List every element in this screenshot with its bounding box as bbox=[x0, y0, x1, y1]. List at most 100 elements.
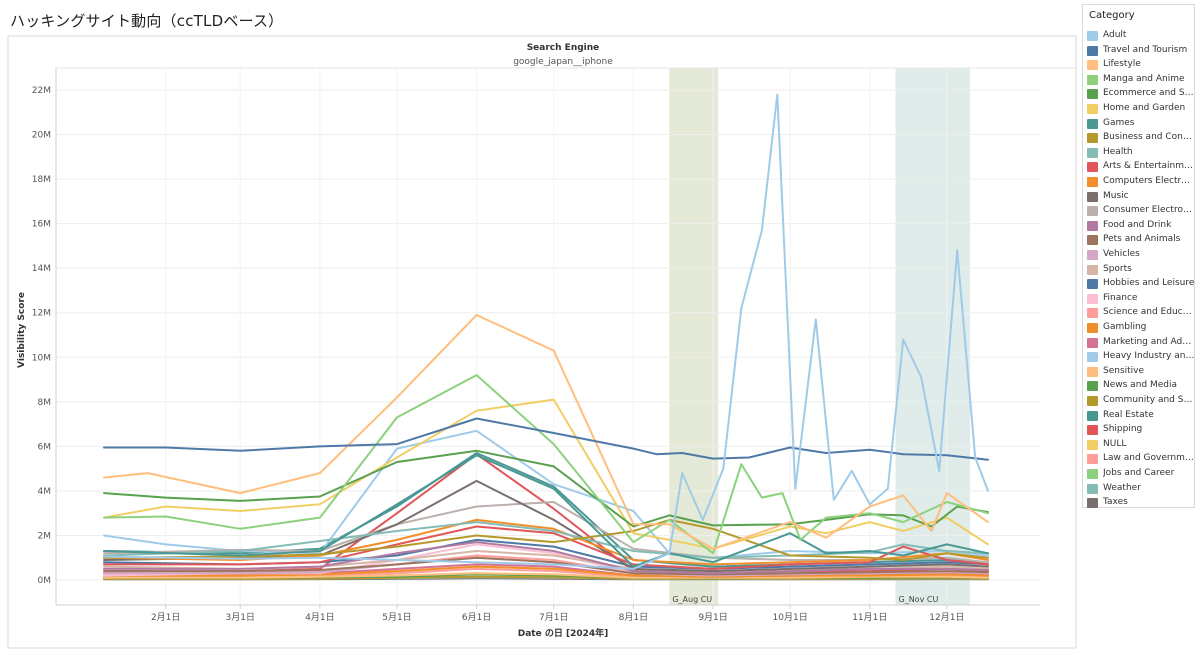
legend-item[interactable]: Vehicles bbox=[1087, 248, 1195, 262]
x-tick-label: 9月1日 bbox=[698, 612, 727, 623]
x-tick-label: 4月1日 bbox=[305, 612, 334, 623]
legend-swatch bbox=[1087, 45, 1098, 56]
legend-swatch bbox=[1087, 425, 1098, 436]
legend-item[interactable]: NULL bbox=[1087, 438, 1195, 452]
series-line-sensitive bbox=[103, 572, 989, 579]
series-line-pets-and-animals bbox=[103, 556, 989, 576]
x-tick-label: 6月1日 bbox=[462, 612, 491, 623]
legend-item[interactable]: Community and Soci.. bbox=[1087, 394, 1195, 408]
legend-label: Pets and Animals bbox=[1103, 234, 1181, 245]
legend-swatch bbox=[1087, 498, 1098, 509]
legend-item[interactable]: Food and Drink bbox=[1087, 219, 1195, 233]
legend-swatch bbox=[1087, 31, 1098, 41]
legend-label: Ecommerce and Sho.. bbox=[1103, 88, 1195, 99]
x-tick-label: 10月1日 bbox=[773, 612, 808, 623]
legend-label: Manga and Anime bbox=[1103, 73, 1185, 84]
legend-swatch bbox=[1087, 162, 1098, 173]
legend-label: Home and Garden bbox=[1103, 103, 1186, 113]
panel-header: Search Engine bbox=[527, 43, 600, 53]
legend-item[interactable]: Gambling bbox=[1087, 321, 1195, 335]
x-tick-label: 11月1日 bbox=[852, 612, 887, 623]
page-title: ハッキングサイト動向（ccTLDベース） bbox=[10, 12, 284, 30]
legend-swatch bbox=[1087, 410, 1098, 421]
legend-item[interactable]: Home and Garden bbox=[1087, 102, 1195, 116]
legend-item[interactable]: Real Estate bbox=[1087, 409, 1195, 423]
y-tick-label: 12M bbox=[32, 309, 51, 319]
y-tick-label: 14M bbox=[32, 264, 51, 274]
legend-label: Food and Drink bbox=[1103, 219, 1172, 230]
legend-label: Shipping bbox=[1103, 424, 1143, 435]
legend-swatch bbox=[1087, 454, 1098, 465]
y-tick-label: 10M bbox=[32, 353, 51, 363]
legend-item[interactable]: Games bbox=[1087, 117, 1195, 131]
series-line-arts-entertainment bbox=[103, 525, 989, 570]
legend-item[interactable]: Pets and Animals bbox=[1087, 233, 1195, 247]
legend-swatch bbox=[1087, 396, 1098, 406]
legend-title: Category bbox=[1089, 10, 1135, 21]
legend-label: Real Estate bbox=[1103, 409, 1154, 420]
legend-item[interactable]: Weather bbox=[1087, 482, 1195, 496]
legend-label: Computers Electroni.. bbox=[1103, 176, 1195, 186]
legend-swatch bbox=[1087, 118, 1098, 129]
legend-label: Science and Education bbox=[1103, 307, 1195, 318]
legend-item[interactable]: Computers Electroni.. bbox=[1087, 175, 1195, 189]
legend-item[interactable]: Jobs and Career bbox=[1087, 467, 1195, 481]
legend-swatch bbox=[1087, 366, 1098, 377]
legend-item[interactable]: Shipping bbox=[1087, 423, 1195, 437]
series-lines bbox=[103, 93, 989, 581]
legend-label: Jobs and Career bbox=[1103, 468, 1175, 478]
series-line-lifestyle bbox=[103, 314, 989, 550]
grid-lines bbox=[56, 68, 1040, 605]
legend-label: Community and Soci.. bbox=[1103, 395, 1195, 405]
legend-item[interactable]: Adult bbox=[1087, 29, 1195, 43]
x-tick-label: 7月1日 bbox=[539, 612, 568, 623]
legend-swatch bbox=[1087, 133, 1098, 144]
legend-item[interactable]: Consumer Electronics bbox=[1087, 204, 1195, 218]
update-band-label: G_Aug CU bbox=[672, 595, 712, 604]
legend-item[interactable]: Taxes bbox=[1087, 496, 1195, 510]
legend-item[interactable]: Heavy Industry and .. bbox=[1087, 350, 1195, 364]
legend-item[interactable]: Lifestyle bbox=[1087, 58, 1195, 72]
legend-item[interactable]: Science and Education bbox=[1087, 306, 1195, 320]
legend-swatch bbox=[1087, 381, 1098, 392]
legend-item[interactable]: Law and Government bbox=[1087, 452, 1195, 466]
legend-item[interactable]: Finance bbox=[1087, 292, 1195, 306]
series-line-travel-and-tourism bbox=[103, 417, 989, 461]
legend-swatch bbox=[1087, 469, 1098, 479]
legend-item[interactable]: Marketing and Adver.. bbox=[1087, 336, 1195, 350]
update-band-1 bbox=[895, 68, 971, 605]
legend-swatch bbox=[1087, 250, 1098, 260]
legend-item[interactable]: Sports bbox=[1087, 263, 1195, 277]
y-tick-label: 0M bbox=[38, 576, 52, 586]
chart-frame bbox=[7, 35, 1077, 649]
legend-label: Taxes bbox=[1103, 497, 1128, 508]
legend-item[interactable]: Health bbox=[1087, 146, 1195, 160]
y-tick-label: 8M bbox=[38, 398, 52, 408]
legend-label: Business and Consu.. bbox=[1103, 132, 1195, 143]
legend-item[interactable]: Arts & Entertainment bbox=[1087, 160, 1195, 174]
update-band-0 bbox=[669, 68, 719, 605]
legend-swatch bbox=[1087, 483, 1098, 494]
x-tick-label: 3月1日 bbox=[225, 612, 254, 623]
legend-label: Health bbox=[1103, 146, 1133, 157]
legend-item[interactable]: Business and Consu.. bbox=[1087, 131, 1195, 145]
legend-item[interactable]: News and Media bbox=[1087, 379, 1195, 393]
legend-item[interactable]: Travel and Tourism bbox=[1087, 44, 1195, 58]
legend-item[interactable]: Sensitive bbox=[1087, 365, 1195, 379]
x-tick-label: 8月1日 bbox=[619, 612, 648, 623]
legend-swatch bbox=[1087, 220, 1098, 231]
legend-label: Finance bbox=[1103, 292, 1138, 303]
legend-swatch bbox=[1087, 60, 1098, 71]
x-tick-label: 5月1日 bbox=[382, 612, 411, 623]
legend-item[interactable]: Music bbox=[1087, 190, 1195, 204]
x-axis-title: Date の日 [2024年] bbox=[518, 627, 609, 639]
legend-swatch bbox=[1087, 235, 1098, 246]
legend-swatch bbox=[1087, 293, 1098, 304]
series-line-gambling bbox=[103, 565, 989, 578]
legend-swatch bbox=[1087, 177, 1098, 187]
series-line-home-and-garden bbox=[103, 398, 989, 550]
band-labels: G_Aug CU G_Nov CU bbox=[672, 595, 938, 604]
legend-item[interactable]: Hobbies and Leisure bbox=[1087, 277, 1195, 291]
legend-item[interactable]: Manga and Anime bbox=[1087, 73, 1195, 87]
legend-item[interactable]: Ecommerce and Sho.. bbox=[1087, 87, 1195, 101]
